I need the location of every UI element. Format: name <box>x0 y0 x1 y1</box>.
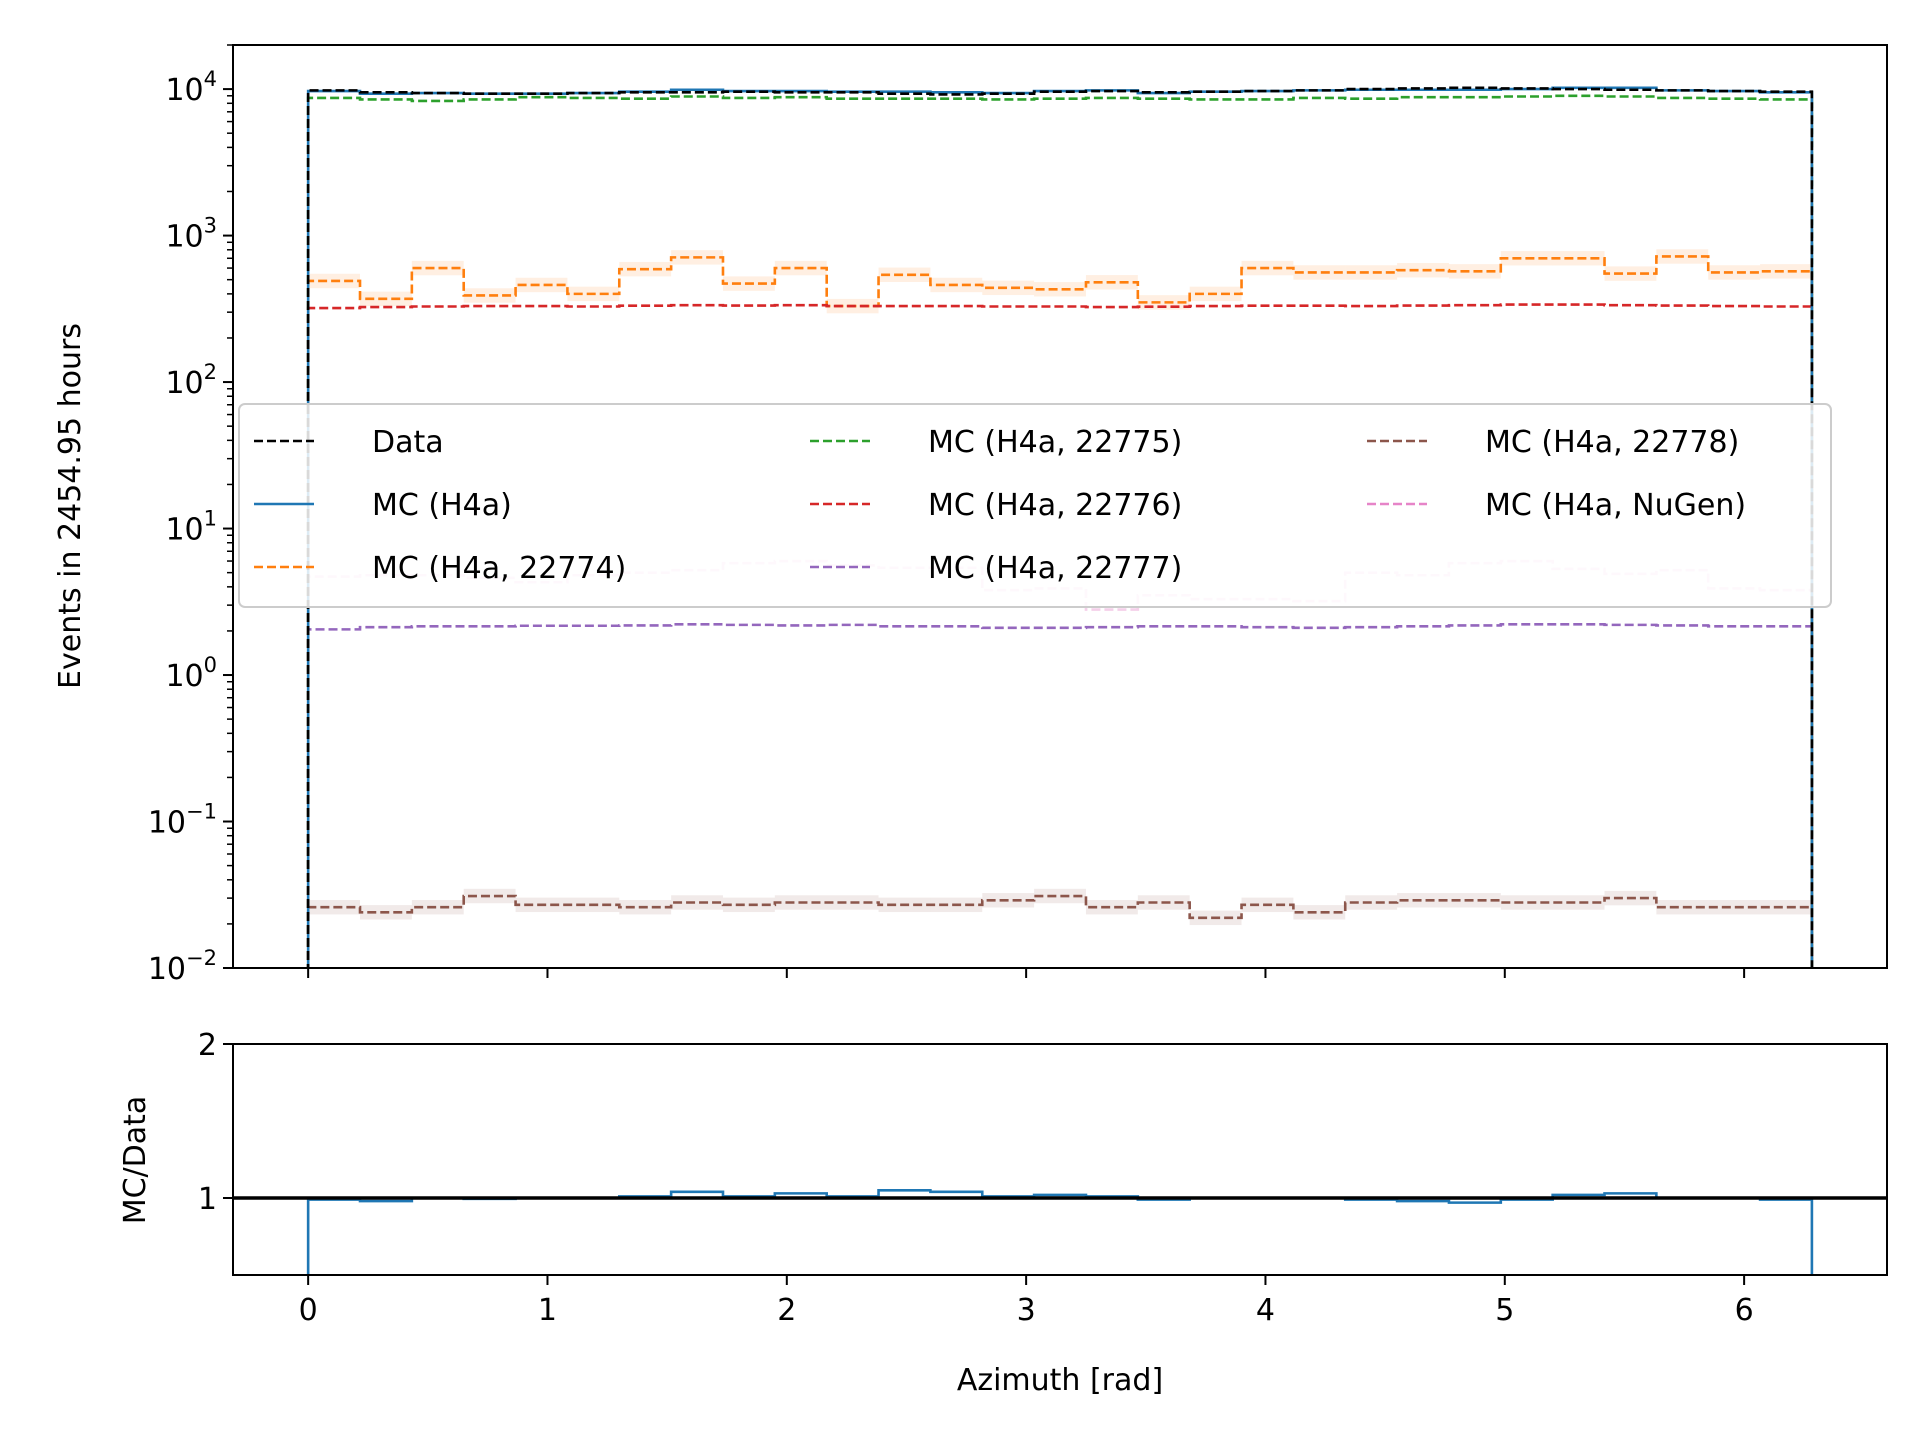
uncertainty-band <box>515 277 568 293</box>
y-tick-label: 10−2 <box>148 946 217 987</box>
uncertainty-band <box>1034 282 1086 297</box>
uncertainty-band <box>878 267 931 282</box>
legend: Data MC (H4a) MC (H4a, 22774) MC (H4a, 2277… <box>238 403 1832 608</box>
legend-entry-label: MC (H4a, 22774) <box>372 551 626 586</box>
y-tick-label: 104 <box>165 67 217 108</box>
x-tick-label: 1 <box>538 1293 557 1328</box>
y-tick-exponent: 0 <box>204 653 217 677</box>
top-frame <box>232 44 1888 969</box>
ratio-y-ticks: 12 <box>198 1028 233 1217</box>
uncertainty-band <box>1708 265 1761 280</box>
series-line <box>306 94 1814 968</box>
y-tick-base: 10 <box>165 73 203 108</box>
uncertainty-band <box>1345 265 1398 280</box>
series-line <box>306 303 1814 968</box>
uncertainty-band <box>1552 895 1605 910</box>
y-tick-base: 10 <box>165 659 203 694</box>
x-tick-label: 0 <box>299 1293 318 1328</box>
uncertainty-band <box>982 280 1035 296</box>
uncertainty-band <box>1760 900 1812 915</box>
uncertainty-band <box>1085 900 1138 915</box>
x-tick-label: 3 <box>1017 1293 1036 1328</box>
uncertainty-band <box>1293 905 1346 920</box>
top-y-axis-label: Events in 2454.95 hours <box>53 323 88 689</box>
legend-entry-label: MC (H4a, 22777) <box>928 551 1182 586</box>
uncertainty-band <box>1708 900 1761 915</box>
x-tick-label: 5 <box>1495 1293 1514 1328</box>
legend-entry-label: MC (H4a) <box>372 488 512 523</box>
ratio-x-ticks: 0 1 2 3 4 5 6 <box>299 1275 1754 1328</box>
top-series-group <box>306 86 1814 968</box>
series-line <box>306 86 1814 968</box>
uncertainty-band <box>411 900 464 915</box>
y-tick-label: 102 <box>165 360 217 401</box>
ratio-frame <box>232 1043 1888 1276</box>
uncertainty-band <box>1448 893 1501 908</box>
x-tick-label: 4 <box>1256 1293 1275 1328</box>
y-tick-exponent: 3 <box>204 214 217 238</box>
top-x-ticks <box>307 968 1746 978</box>
y-tick-base: 10 <box>165 513 203 548</box>
legend-entry-label: MC (H4a, 22776) <box>928 488 1182 523</box>
y-tick-exponent: 1 <box>204 507 217 531</box>
legend-entry-label: MC (H4a, NuGen) <box>1485 488 1746 523</box>
y-tick-base: 10 <box>148 952 186 987</box>
legend-box <box>238 403 1832 608</box>
y-tick-exponent: 4 <box>204 67 217 91</box>
y-tick-base: 10 <box>165 366 203 401</box>
ratio-y-axis-label: MC/Data <box>118 1096 153 1225</box>
series-line <box>306 623 1814 968</box>
y-tick-label: 10−1 <box>148 800 217 841</box>
series-line <box>306 255 1814 968</box>
y-tick-label: 100 <box>165 653 217 694</box>
legend-entry-label: MC (H4a, 22778) <box>1485 425 1739 460</box>
y-tick-label: 101 <box>165 507 217 548</box>
ratio-series-group <box>233 1189 1887 1275</box>
x-axis-label: Azimuth [rad] <box>957 1363 1163 1398</box>
y-tick-label: 103 <box>165 214 217 255</box>
y-tick-exponent: −2 <box>186 946 217 970</box>
uncertainty-band <box>1293 265 1346 280</box>
x-tick-label: 2 <box>777 1293 796 1328</box>
uncertainty-band <box>1397 893 1449 908</box>
ratio-y-tick-label: 2 <box>198 1028 217 1063</box>
top-uncertainty-bands <box>308 249 1812 926</box>
x-tick-label: 6 <box>1735 1293 1754 1328</box>
legend-entry-label: MC (H4a, 22775) <box>928 425 1182 460</box>
uncertainty-band <box>671 895 723 910</box>
uncertainty-band <box>1760 264 1812 279</box>
legend-entry-label: Data <box>372 425 444 460</box>
uncertainty-band <box>1656 900 1709 915</box>
y-tick-base: 10 <box>148 806 186 841</box>
y-tick-exponent: −1 <box>186 800 217 824</box>
uncertainty-band <box>411 260 464 276</box>
y-tick-exponent: 2 <box>204 360 217 384</box>
ratio-plot-area <box>233 1044 1887 1275</box>
ratio-y-tick-label: 1 <box>198 1182 217 1217</box>
uncertainty-band <box>1034 888 1086 904</box>
series-line <box>306 894 1814 968</box>
y-tick-base: 10 <box>165 220 203 255</box>
uncertainty-band <box>1500 895 1553 910</box>
